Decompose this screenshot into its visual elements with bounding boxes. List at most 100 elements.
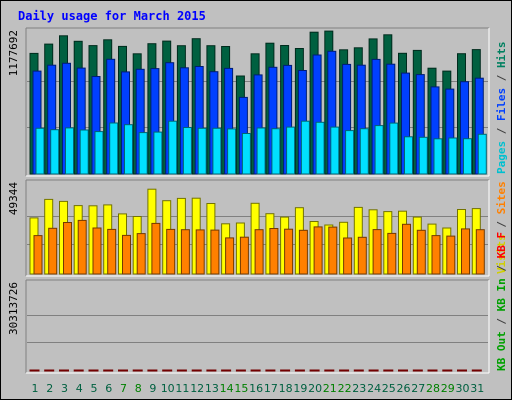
bar-pages	[50, 129, 60, 175]
bar-pages	[109, 122, 119, 175]
bar-pages	[197, 127, 207, 175]
legend-entry: KB Out	[495, 331, 508, 371]
x-tick-label: 18	[279, 382, 293, 395]
legend-panel2: Visits / Sites	[495, 181, 508, 274]
bar-sites	[461, 228, 470, 275]
x-tick-label: 23	[352, 382, 366, 395]
legend-entry: KB In	[495, 278, 508, 311]
x-tick-label: 31	[470, 382, 484, 395]
bar-kbytes	[383, 369, 394, 372]
x-tick-label: 12	[190, 382, 204, 395]
y-max-label: 30313726	[7, 282, 20, 335]
bar-pages	[477, 133, 487, 175]
legend-entry: Sites	[495, 181, 508, 214]
bar-kbytes	[44, 369, 55, 372]
x-tick-label: 3	[61, 382, 68, 395]
legend-entry: Pages	[495, 141, 508, 174]
bar-kbytes	[250, 369, 261, 372]
x-tick-label: 27	[411, 382, 425, 395]
bar-kbytes	[353, 369, 364, 372]
x-tick-label: 20	[308, 382, 322, 395]
x-tick-label: 28	[426, 382, 440, 395]
bar-kbytes	[412, 369, 423, 372]
bar-kbytes	[368, 369, 379, 372]
bar-pages	[212, 127, 222, 175]
bar-sites	[151, 222, 161, 275]
bar-kbytes	[309, 369, 320, 372]
bar-kbytes	[59, 369, 69, 372]
legend-panel3: KB Out / KB In / KB F	[495, 232, 508, 371]
bar-pages	[256, 127, 266, 175]
bar-kbytes	[103, 369, 114, 372]
bar-kbytes	[339, 369, 350, 372]
legend-panel1: Pages / Files / Hits	[495, 42, 508, 175]
bar-kbytes	[221, 369, 232, 372]
bar-pages	[286, 126, 296, 175]
panel-background	[26, 280, 489, 373]
bar-pages	[65, 127, 74, 175]
bar-sites	[77, 219, 87, 275]
bar-kbytes	[324, 369, 335, 372]
bar-sites	[225, 237, 235, 275]
bar-sites	[254, 229, 264, 275]
bar-pages	[35, 127, 45, 175]
bar-kbytes	[147, 369, 158, 372]
bar-kbytes	[206, 369, 217, 372]
y-max-label: 49344	[7, 182, 20, 215]
bar-sites	[195, 229, 205, 275]
page-title: Daily usage for March 2015	[18, 9, 206, 23]
x-tick-label: 22	[338, 382, 352, 395]
bar-pages	[300, 120, 310, 175]
x-tick-label: 10	[161, 382, 175, 395]
bar-pages	[345, 130, 355, 175]
bar-kbytes	[132, 369, 143, 372]
bar-sites	[313, 226, 323, 275]
legend-entry: /	[495, 68, 508, 88]
legend-entry: /	[495, 258, 508, 278]
bar-pages	[168, 120, 178, 175]
bar-pages	[124, 124, 133, 175]
x-tick-label: 4	[76, 382, 83, 395]
bar-pages	[374, 125, 384, 175]
bar-sites	[63, 222, 72, 275]
x-tick-label: 9	[149, 382, 156, 395]
bar-sites	[387, 232, 397, 275]
bar-kbytes	[398, 369, 408, 372]
x-tick-label: 8	[135, 382, 142, 395]
bar-kbytes	[265, 369, 276, 372]
x-tick-label: 1	[32, 382, 39, 395]
bar-sites	[239, 236, 249, 275]
bar-sites	[210, 229, 220, 275]
bar-pages	[79, 129, 89, 175]
bar-sites	[431, 235, 441, 275]
x-tick-label: 15	[234, 382, 248, 395]
bar-sites	[475, 229, 485, 275]
x-tick-label: 17	[264, 382, 278, 395]
x-tick-label: 26	[397, 382, 411, 395]
bar-pages	[330, 126, 340, 175]
bar-pages	[182, 127, 192, 175]
bar-sites	[357, 236, 367, 275]
bar-sites	[107, 228, 117, 275]
legend-entry: Visits	[495, 234, 508, 274]
bar-kbytes	[29, 369, 40, 372]
bar-sites	[343, 237, 353, 275]
x-tick-label: 7	[120, 382, 127, 395]
x-tick-label: 21	[323, 382, 337, 395]
bar-kbytes	[457, 369, 467, 372]
x-tick-label: 13	[205, 382, 219, 395]
bar-sites	[92, 227, 102, 275]
legend-entry: Files	[495, 88, 508, 121]
bar-sites	[298, 229, 308, 275]
bar-pages	[138, 132, 148, 175]
legend-entry: /	[495, 214, 508, 234]
x-tick-label: 29	[441, 382, 455, 395]
x-tick-label: 30	[456, 382, 470, 395]
bar-kbytes	[162, 369, 173, 372]
bar-pages	[153, 131, 163, 175]
bar-pages	[389, 122, 399, 175]
x-tick-label: 2	[46, 382, 53, 395]
bar-kbytes	[191, 369, 202, 372]
bar-pages	[94, 131, 104, 175]
bar-kbytes	[118, 369, 128, 372]
